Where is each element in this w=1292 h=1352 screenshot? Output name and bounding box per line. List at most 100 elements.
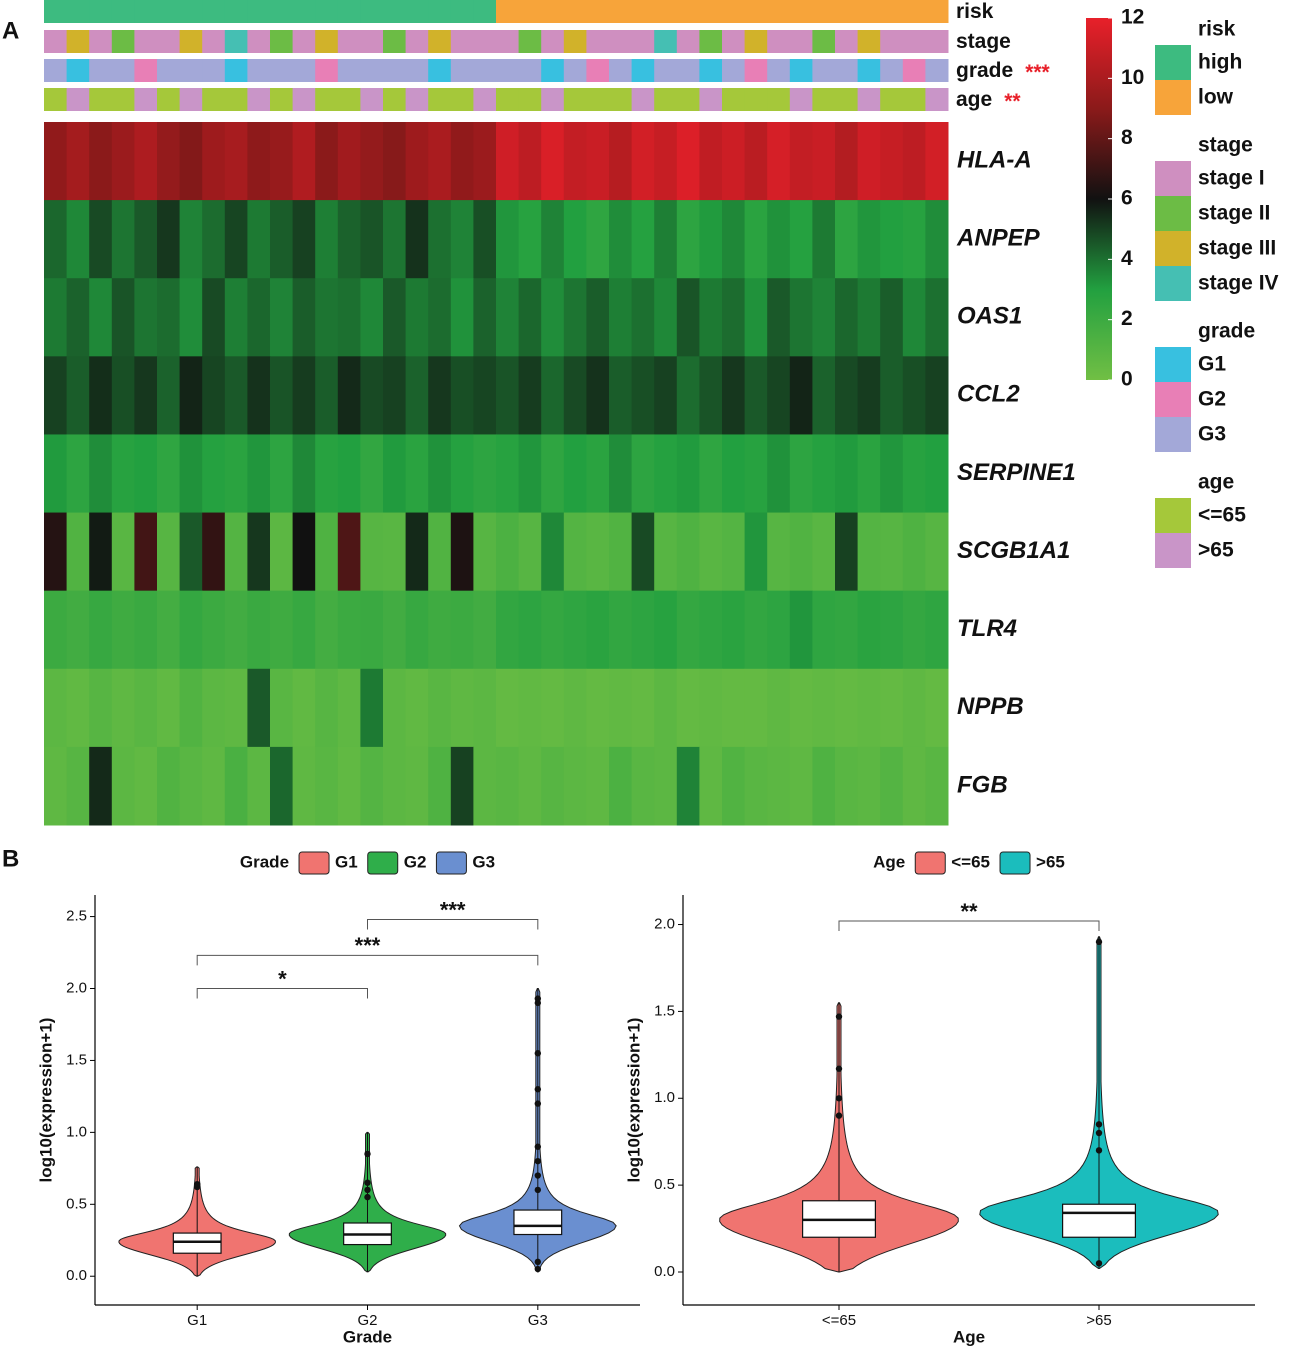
annotation-cell: [631, 30, 655, 53]
outlier: [534, 1172, 542, 1179]
heatmap-cell: [609, 512, 633, 592]
heatmap-cell: [835, 668, 859, 748]
heatmap-cell: [134, 746, 158, 826]
heatmap-cell: [880, 122, 904, 201]
heatmap-cell: [134, 434, 158, 514]
heatmap-cell: [315, 746, 339, 826]
y-tick-label: 1.5: [66, 1051, 87, 1068]
heatmap-cell: [89, 356, 113, 435]
annotation-cell: [247, 59, 271, 82]
annotation-cell: [609, 0, 633, 23]
annotation-cell: [744, 0, 768, 23]
heatmap-cell: [744, 746, 768, 826]
heatmap-cell: [157, 356, 181, 435]
annotation-cell: [292, 88, 316, 111]
heatmap-cell: [157, 512, 181, 592]
legend-swatch: [1155, 498, 1191, 533]
annotation-cell: [337, 59, 361, 82]
heatmap-cell: [315, 200, 339, 279]
annotation-cell: [722, 59, 746, 82]
gene-label: NPPB: [957, 693, 1024, 720]
heatmap-cell: [609, 278, 633, 357]
legend-label: G1: [335, 852, 358, 871]
heatmap-cell: [247, 746, 271, 826]
heatmap-cell: [812, 590, 836, 670]
heatmap-cell: [473, 200, 497, 279]
heatmap-cell: [699, 512, 723, 592]
heatmap-cell: [202, 434, 226, 514]
legend-title: grade: [1198, 320, 1255, 343]
annotation-cell: [89, 0, 113, 23]
heatmap-cell: [812, 356, 836, 435]
heatmap-cell: [224, 278, 248, 357]
heatmap-cell: [654, 434, 678, 514]
heatmap-cell: [767, 668, 791, 748]
heatmap-cell: [563, 356, 587, 435]
annotation-cell: [473, 88, 497, 111]
annotation-cell: [812, 88, 836, 111]
heatmap-cell: [44, 200, 68, 279]
y-axis-title: log10(expression+1): [624, 1018, 643, 1183]
heatmap-cell: [292, 668, 316, 748]
heatmap-cell: [902, 200, 926, 279]
legend-label: G2: [404, 852, 427, 871]
annotation-cell: [428, 30, 452, 53]
annotation-label: age: [956, 88, 992, 111]
heatmap-cell: [767, 122, 791, 201]
annotation-cell: [134, 59, 158, 82]
annotation-cell: [270, 0, 294, 23]
heatmap-cell: [563, 512, 587, 592]
heatmap-cell: [66, 512, 90, 592]
outlier: [1095, 1260, 1103, 1267]
heatmap-cell: [835, 122, 859, 201]
heatmap-cell: [428, 668, 452, 748]
annotation-cell: [518, 88, 542, 111]
heatmap-cell: [66, 590, 90, 670]
outlier: [534, 1157, 542, 1165]
heatmap-cell: [89, 512, 113, 592]
heatmap-cell: [857, 746, 881, 826]
heatmap-cell: [541, 122, 565, 201]
annotation-cell: [563, 59, 587, 82]
heatmap-cell: [337, 356, 361, 435]
gene-label: TLR4: [957, 615, 1017, 642]
heatmap-cell: [315, 512, 339, 592]
heatmap-cell: [767, 200, 791, 279]
annotation-cell: [315, 59, 339, 82]
heatmap-cell: [744, 512, 768, 592]
legend-label: low: [1198, 86, 1234, 109]
heatmap-cell: [654, 512, 678, 592]
heatmap-cell: [676, 356, 700, 435]
annotation-cell: [111, 0, 135, 23]
annotation-cell: [247, 0, 271, 23]
heatmap-cell: [89, 746, 113, 826]
heatmap-cell: [292, 356, 316, 435]
heatmap-cell: [428, 356, 452, 435]
heatmap-cell: [925, 746, 949, 826]
heatmap-cell: [654, 122, 678, 201]
heatmap-cell: [134, 512, 158, 592]
y-tick-label: 0.0: [66, 1267, 87, 1284]
heatmap-cell: [111, 278, 135, 357]
annotation-cell: [925, 88, 949, 111]
heatmap-cell: [134, 668, 158, 748]
annotation-cell: [292, 30, 316, 53]
heatmap-cell: [405, 746, 429, 826]
annotation-cell: [111, 59, 135, 82]
annotation-cell: [247, 88, 271, 111]
color-bar: [1086, 18, 1112, 380]
heatmap-cell: [835, 356, 859, 435]
heatmap-cell: [857, 278, 881, 357]
heatmap-cell: [89, 278, 113, 357]
heatmap-cell: [699, 746, 723, 826]
heatmap-cell: [835, 434, 859, 514]
heatmap-cell: [428, 200, 452, 279]
annotation-cell: [292, 59, 316, 82]
heatmap-cell: [450, 746, 474, 826]
annotation-cell: [541, 30, 565, 53]
heatmap-cell: [247, 122, 271, 201]
heatmap-cell: [654, 668, 678, 748]
annotation-cell: [89, 88, 113, 111]
legend-label: <=65: [951, 852, 990, 871]
